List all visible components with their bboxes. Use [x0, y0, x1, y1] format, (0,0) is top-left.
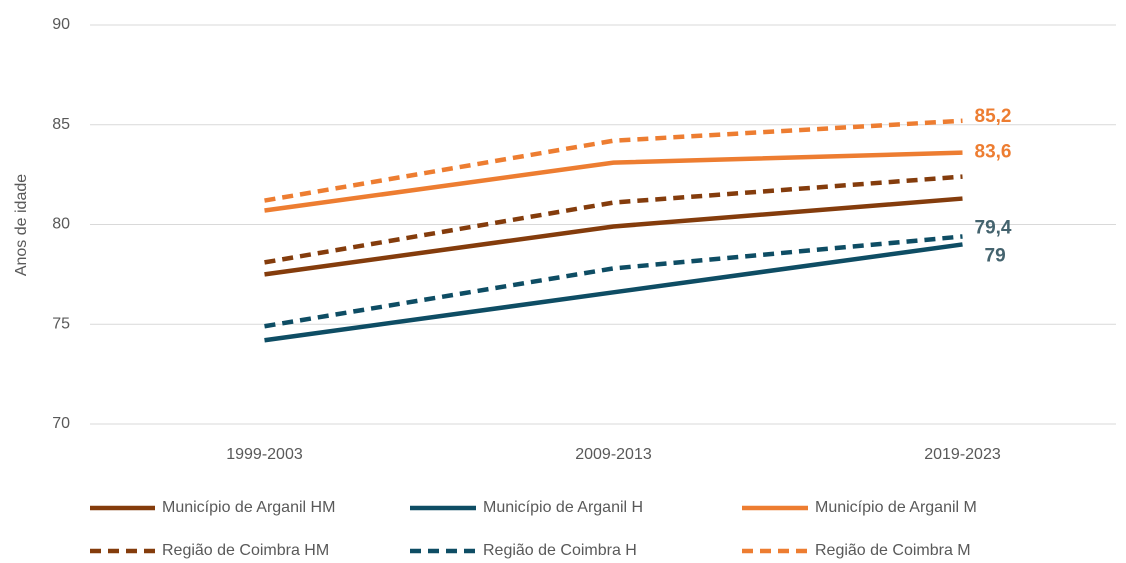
series-line: [264, 234, 963, 329]
y-tick-label: 80: [52, 216, 70, 233]
series-line: [264, 196, 963, 277]
legend-label: Região de Coimbra HM: [162, 542, 329, 559]
x-tick-label: 2009-2013: [575, 446, 652, 463]
legend-label: Município de Arganil M: [815, 499, 977, 516]
legend-label: Município de Arganil HM: [162, 499, 335, 516]
series-line: [264, 150, 963, 213]
x-tick-label: 2019-2023: [924, 446, 1001, 463]
series-line: [264, 174, 963, 265]
y-axis-label: Anos de idade: [13, 174, 30, 276]
data-label: 79,4: [975, 217, 1012, 238]
y-tick-label: 70: [52, 415, 70, 432]
y-tick-label: 90: [52, 16, 70, 33]
legend-label: Município de Arganil H: [483, 499, 643, 516]
series-line: [264, 242, 963, 343]
x-tick-label: 1999-2003: [226, 446, 303, 463]
y-tick-label: 75: [52, 315, 70, 332]
series-line: [264, 118, 963, 203]
legend-label: Região de Coimbra H: [483, 542, 637, 559]
data-label: 79: [985, 245, 1006, 266]
data-label: 85,2: [975, 106, 1012, 127]
legend-label: Região de Coimbra M: [815, 542, 971, 559]
data-label: 83,6: [975, 142, 1012, 163]
y-tick-label: 85: [52, 116, 70, 133]
